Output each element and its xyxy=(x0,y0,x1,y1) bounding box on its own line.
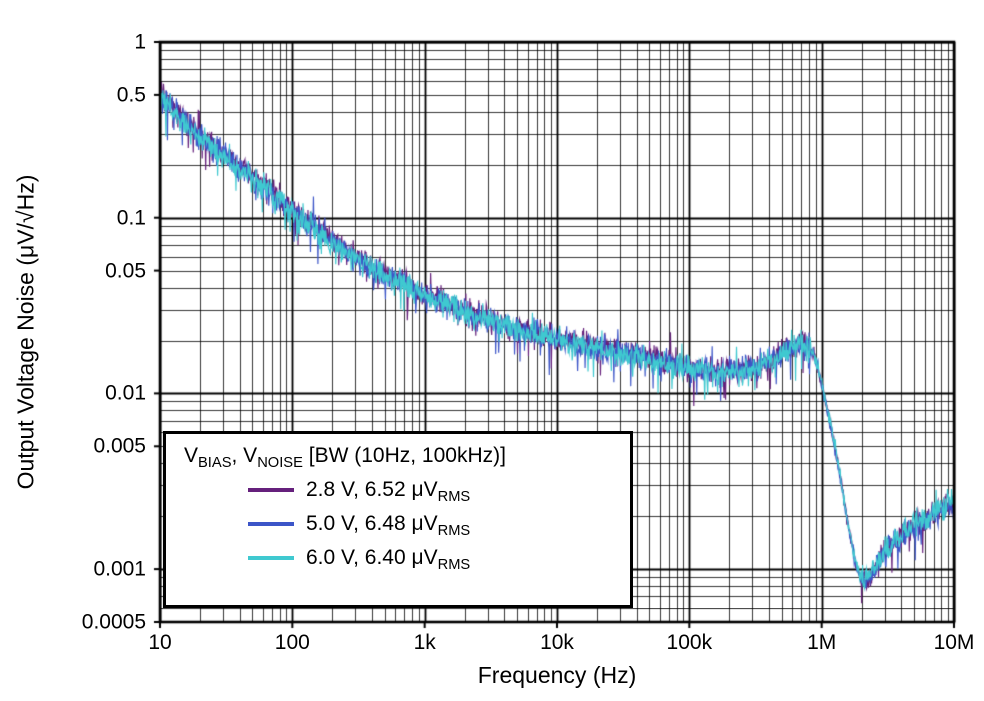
legend-entries: 2.8 V, 6.52 μVRMS 5.0 V, 6.48 μVRMS 6.0 V,… xyxy=(176,478,620,574)
legend-entry: 6.0 V, 6.40 μVRMS xyxy=(248,546,620,574)
legend-title-text: [BW (10Hz, 100kHz)] xyxy=(302,444,506,467)
legend-entry-label: 2.8 V, 6.52 μVRMS xyxy=(306,478,471,506)
legend-title-text: V xyxy=(184,444,199,467)
x-tick-label: 1k xyxy=(413,631,436,654)
x-tick-label: 1M xyxy=(807,631,837,654)
legend-title: VBIAS, VNOISE [BW (10Hz, 100kHz)] xyxy=(184,444,620,472)
legend-entry-label: 5.0 V, 6.48 μVRMS xyxy=(306,512,471,540)
legend-line-swatch xyxy=(248,522,294,526)
legend: VBIAS, VNOISE [BW (10Hz, 100kHz)] 2.8 V,… xyxy=(163,431,633,608)
y-tick-label: 0.1 xyxy=(116,206,146,230)
legend-title-text: , V xyxy=(231,444,258,467)
x-tick-label: 100k xyxy=(666,631,713,654)
legend-entry: 5.0 V, 6.48 μVRMS xyxy=(248,512,620,540)
legend-title-subscript: NOISE xyxy=(257,455,303,472)
x-tick-label: 10k xyxy=(540,631,574,654)
x-tick-label: 10 xyxy=(148,631,172,654)
y-tick-label: 0.005 xyxy=(93,434,146,458)
legend-entry: 2.8 V, 6.52 μVRMS xyxy=(248,478,620,506)
legend-line-swatch xyxy=(248,556,294,560)
legend-title-subscript: BIAS xyxy=(198,455,232,472)
y-tick-label: 0.001 xyxy=(93,557,146,581)
x-axis-title: Frequency (Hz) xyxy=(477,662,637,688)
x-tick-label: 10M xyxy=(933,631,975,654)
y-axis-title: Output Voltage Noise (μV/√Hz) xyxy=(12,174,39,490)
y-tick-label: 0.05 xyxy=(105,259,146,283)
legend-line-swatch xyxy=(248,488,294,492)
legend-entry-label: 6.0 V, 6.40 μVRMS xyxy=(306,546,471,574)
x-tick-label: 100 xyxy=(274,631,310,654)
y-tick-label: 1 xyxy=(134,30,146,54)
y-tick-label: 0.01 xyxy=(105,381,146,405)
y-tick-label: 0.0005 xyxy=(81,610,146,634)
y-tick-label: 0.5 xyxy=(116,83,146,107)
